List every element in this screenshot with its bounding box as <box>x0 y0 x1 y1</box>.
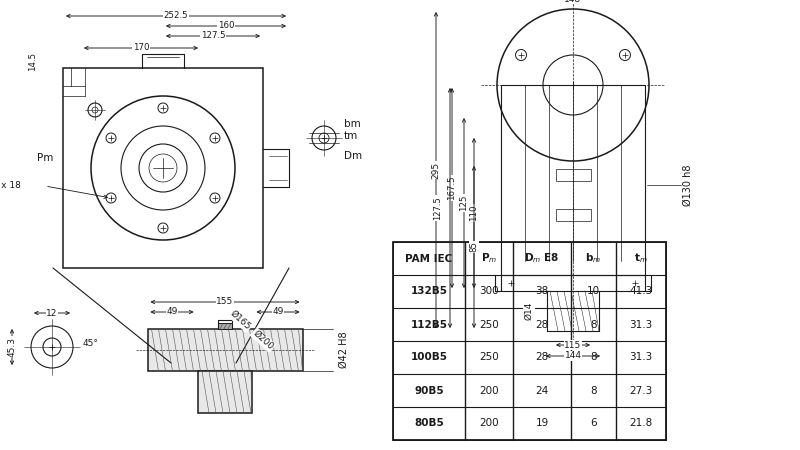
Text: 6: 6 <box>590 418 597 428</box>
Text: 200: 200 <box>479 418 499 428</box>
Text: 21.8: 21.8 <box>630 418 653 428</box>
Text: 19: 19 <box>535 418 549 428</box>
Text: 132B5: 132B5 <box>410 287 447 297</box>
Text: 200: 200 <box>479 386 499 396</box>
Text: 85: 85 <box>470 242 478 252</box>
Bar <box>571 275 616 308</box>
Text: 41.3: 41.3 <box>630 287 653 297</box>
Bar <box>616 374 666 407</box>
Text: 27.3: 27.3 <box>630 386 653 396</box>
Bar <box>571 341 616 374</box>
Bar <box>465 407 513 440</box>
Bar <box>513 407 571 440</box>
Text: 24: 24 <box>535 386 549 396</box>
Text: 148: 148 <box>565 0 582 4</box>
Bar <box>465 341 513 374</box>
Bar <box>571 374 616 407</box>
Bar <box>393 242 465 275</box>
Bar <box>393 275 465 308</box>
Bar <box>465 308 513 341</box>
Text: 38: 38 <box>535 287 549 297</box>
Text: 125: 125 <box>459 195 469 211</box>
Text: b$_m$: b$_m$ <box>586 252 602 266</box>
Bar <box>616 341 666 374</box>
Text: M10 x 18: M10 x 18 <box>0 181 21 190</box>
Text: PAM IEC: PAM IEC <box>406 253 453 264</box>
Text: 45.3: 45.3 <box>7 337 17 357</box>
Text: 250: 250 <box>479 320 499 329</box>
Bar <box>513 308 571 341</box>
Text: Dm: Dm <box>344 151 362 161</box>
Text: bm: bm <box>344 119 361 129</box>
Bar <box>393 308 465 341</box>
Bar <box>218 323 232 329</box>
Text: 8: 8 <box>590 352 597 363</box>
Text: 28: 28 <box>535 320 549 329</box>
Text: 300: 300 <box>479 287 499 297</box>
Text: Ø14: Ø14 <box>525 302 534 320</box>
Text: 49: 49 <box>272 307 284 316</box>
Text: 90B5: 90B5 <box>414 386 444 396</box>
Bar <box>513 341 571 374</box>
Text: 100B5: 100B5 <box>410 352 447 363</box>
Bar <box>63 68 263 268</box>
Bar <box>571 242 616 275</box>
Text: 252.5: 252.5 <box>164 12 188 21</box>
Text: 8: 8 <box>590 320 597 329</box>
Text: Ø165: Ø165 <box>228 309 252 332</box>
Bar <box>513 275 571 308</box>
Bar <box>513 242 571 275</box>
Text: 167.5: 167.5 <box>447 176 457 200</box>
Text: 8: 8 <box>590 386 597 396</box>
Bar <box>147 329 302 371</box>
Text: 160: 160 <box>218 22 234 31</box>
Bar <box>393 374 465 407</box>
Text: 115: 115 <box>564 341 582 350</box>
Text: 250: 250 <box>479 352 499 363</box>
Text: 31.3: 31.3 <box>630 352 653 363</box>
Text: Ø200: Ø200 <box>251 328 275 351</box>
Bar <box>393 407 465 440</box>
Text: Pm: Pm <box>37 153 53 163</box>
Text: D$_m$ E8: D$_m$ E8 <box>524 252 560 266</box>
Bar <box>555 209 590 221</box>
Bar <box>616 308 666 341</box>
Text: 155: 155 <box>216 297 234 306</box>
Text: tm: tm <box>344 131 358 141</box>
Text: 170: 170 <box>133 44 150 53</box>
Text: 127.5: 127.5 <box>434 196 442 220</box>
Text: 31.3: 31.3 <box>630 320 653 329</box>
Text: 295: 295 <box>431 162 441 179</box>
Text: P$_m$: P$_m$ <box>481 252 497 266</box>
Bar <box>465 374 513 407</box>
Bar <box>571 407 616 440</box>
Text: 28: 28 <box>535 352 549 363</box>
Text: 80B5: 80B5 <box>414 418 444 428</box>
Bar <box>616 407 666 440</box>
Bar <box>198 371 252 413</box>
Text: Ø130 h8: Ø130 h8 <box>683 164 693 206</box>
Text: 110: 110 <box>470 205 478 221</box>
Text: 144: 144 <box>565 351 582 360</box>
Bar <box>465 242 513 275</box>
Text: 49: 49 <box>166 307 178 316</box>
Bar <box>616 275 666 308</box>
Bar <box>571 308 616 341</box>
Text: 112B5: 112B5 <box>410 320 447 329</box>
Text: t$_m$: t$_m$ <box>634 252 648 266</box>
Bar <box>393 242 666 440</box>
Text: 45°: 45° <box>83 338 99 347</box>
Text: 127.5: 127.5 <box>201 32 226 40</box>
Bar <box>555 169 590 181</box>
Text: 12: 12 <box>46 309 58 318</box>
Text: 10: 10 <box>587 287 600 297</box>
Bar <box>393 341 465 374</box>
Text: Ø42 H8: Ø42 H8 <box>338 332 349 368</box>
Bar <box>616 242 666 275</box>
Bar <box>513 374 571 407</box>
Text: 14.5: 14.5 <box>29 51 38 71</box>
Bar <box>465 275 513 308</box>
